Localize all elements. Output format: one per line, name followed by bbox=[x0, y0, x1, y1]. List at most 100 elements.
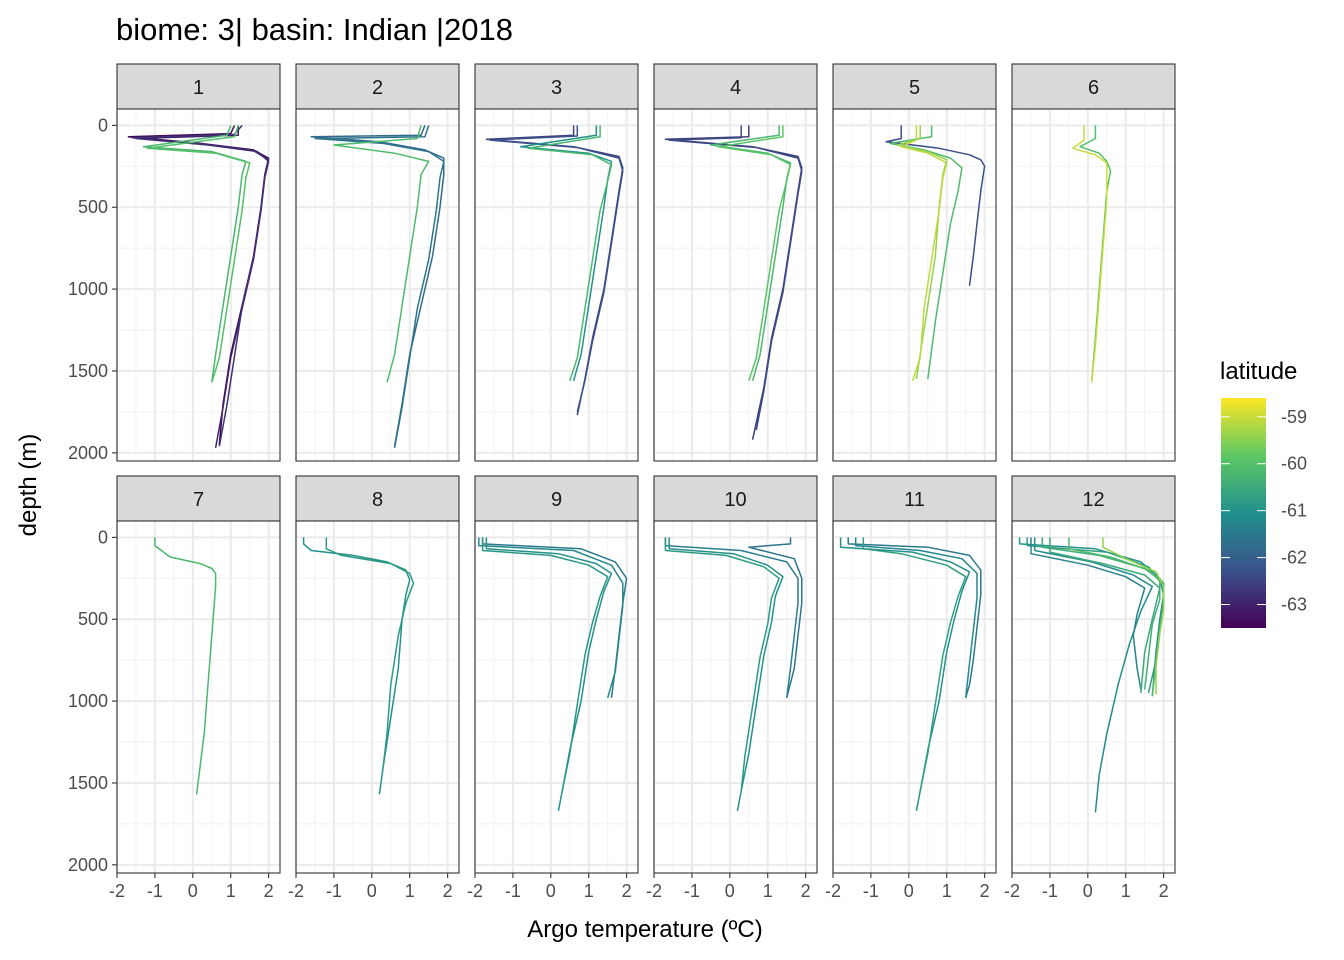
panel-4: 4 bbox=[653, 63, 818, 462]
panel-2: 2 bbox=[295, 63, 460, 462]
profile-line-1-5 bbox=[146, 125, 251, 383]
legend-ticks: -59 -60 -61 -62 -63 bbox=[1221, 407, 1307, 615]
panel-strip bbox=[116, 63, 281, 110]
x-tick-label: 2 bbox=[443, 881, 453, 901]
panel-background bbox=[475, 109, 638, 461]
profile-line-1-4 bbox=[142, 125, 247, 383]
profile-line-12-8 bbox=[1049, 537, 1161, 693]
profile-line-10-1 bbox=[748, 537, 803, 698]
x-tick-label: 1 bbox=[1121, 881, 1131, 901]
profile-line-2-2 bbox=[314, 125, 445, 449]
profile-line-12-6 bbox=[1033, 537, 1154, 813]
profile-line-10-2 bbox=[664, 537, 799, 698]
legend-tick-label: -61 bbox=[1281, 501, 1307, 521]
panel-strip-label: 6 bbox=[1088, 77, 1099, 99]
profile-line-5-3 bbox=[896, 125, 948, 380]
profile-line-4-2 bbox=[668, 125, 803, 431]
panel-strip bbox=[295, 475, 460, 522]
x-tick-label: 0 bbox=[725, 881, 735, 901]
panel-strip-label: 4 bbox=[730, 77, 741, 99]
panel-background bbox=[833, 109, 996, 461]
y-tick-label: 1000 bbox=[68, 279, 108, 299]
profile-line-7-1 bbox=[154, 537, 217, 795]
x-tick-label: 2 bbox=[1159, 881, 1169, 901]
legend-tick-label: -59 bbox=[1281, 407, 1307, 427]
x-tick-label: 2 bbox=[622, 881, 632, 901]
panel-strip bbox=[1011, 475, 1176, 522]
x-tick-label: -2 bbox=[1004, 881, 1020, 901]
x-tick-label: -1 bbox=[684, 881, 700, 901]
y-axis-title: depth (m) bbox=[15, 434, 42, 537]
x-tick-label: -1 bbox=[326, 881, 342, 901]
x-axis-title: Argo temperature (ºC) bbox=[527, 916, 763, 943]
panel-border bbox=[832, 108, 997, 462]
x-tick-label: 0 bbox=[188, 881, 198, 901]
y-tick-label: 1000 bbox=[68, 691, 108, 711]
legend-tick-label: -60 bbox=[1281, 454, 1307, 474]
profile-line-9-2 bbox=[478, 537, 624, 699]
panel-background bbox=[117, 109, 280, 461]
x-tick-label: 2 bbox=[264, 881, 274, 901]
panel-strip bbox=[1011, 63, 1176, 110]
legend-tick-label: -63 bbox=[1281, 595, 1307, 615]
x-tick-label: -2 bbox=[467, 881, 483, 901]
profile-line-10-3 bbox=[668, 537, 784, 811]
profile-line-8-2 bbox=[325, 537, 415, 767]
panel-8: 8 -2 -1 0 1 2 bbox=[288, 475, 460, 901]
profile-line-5-1 bbox=[885, 125, 986, 286]
panel-background bbox=[654, 521, 817, 873]
y-tick-label: 0 bbox=[98, 527, 108, 547]
panel-strip-label: 1 bbox=[193, 77, 204, 99]
panel-strip bbox=[474, 475, 639, 522]
x-tick-label: 2 bbox=[801, 881, 811, 901]
panel-border bbox=[474, 108, 639, 462]
panel-strip-label: 12 bbox=[1082, 489, 1104, 511]
panel-border bbox=[116, 108, 281, 462]
panel-strip bbox=[653, 475, 818, 522]
x-tick-label: -1 bbox=[505, 881, 521, 901]
profile-line-2-3 bbox=[333, 125, 430, 383]
x-tick-label: 2 bbox=[980, 881, 990, 901]
panel-strip bbox=[653, 63, 818, 110]
legend-colorbar bbox=[1221, 398, 1266, 628]
legend-title: latitude bbox=[1220, 358, 1297, 385]
panel-strip-label: 9 bbox=[551, 489, 562, 511]
panel-background bbox=[296, 109, 459, 461]
profile-line-12-7 bbox=[1030, 537, 1146, 690]
panel-background bbox=[296, 521, 459, 873]
profile-line-11-2 bbox=[854, 537, 978, 698]
x-tick-label: 1 bbox=[763, 881, 773, 901]
chart-title: biome: 3| basin: Indian |2018 bbox=[116, 12, 513, 47]
x-tick-label: 1 bbox=[405, 881, 415, 901]
panel-background bbox=[1012, 521, 1175, 873]
latitude-legend: latitude -59 -60 -61 -62 -63 bbox=[1220, 358, 1307, 628]
panel-border bbox=[653, 520, 818, 874]
x-tick-label: -1 bbox=[1042, 881, 1058, 901]
x-tick-label: 0 bbox=[1083, 881, 1093, 901]
x-tick-label: -2 bbox=[109, 881, 125, 901]
panel-11: 11 -2 -1 0 1 2 bbox=[825, 475, 997, 901]
panel-strip bbox=[832, 475, 997, 522]
panel-background bbox=[117, 521, 280, 873]
panel-background bbox=[833, 521, 996, 873]
panel-strip-label: 2 bbox=[372, 77, 383, 99]
y-tick-label: 500 bbox=[78, 609, 108, 629]
y-tick-label: 0 bbox=[98, 115, 108, 135]
profile-line-12-5 bbox=[1102, 537, 1165, 695]
y-tick-label: 2000 bbox=[68, 855, 108, 875]
panel-border bbox=[653, 108, 818, 462]
profile-line-9-4 bbox=[481, 537, 609, 792]
panel-background bbox=[654, 109, 817, 461]
panel-strip-label: 11 bbox=[904, 489, 925, 511]
panel-strip bbox=[832, 63, 997, 110]
panel-strip bbox=[116, 475, 281, 522]
panel-strip-label: 7 bbox=[193, 489, 204, 511]
profile-line-11-1 bbox=[847, 537, 982, 699]
x-tick-label: -1 bbox=[863, 881, 879, 901]
profile-line-10-4 bbox=[664, 537, 780, 792]
panel-border bbox=[295, 108, 460, 462]
y-tick-label: 500 bbox=[78, 197, 108, 217]
panel-5: 5 bbox=[832, 63, 997, 462]
panel-border bbox=[116, 520, 281, 874]
